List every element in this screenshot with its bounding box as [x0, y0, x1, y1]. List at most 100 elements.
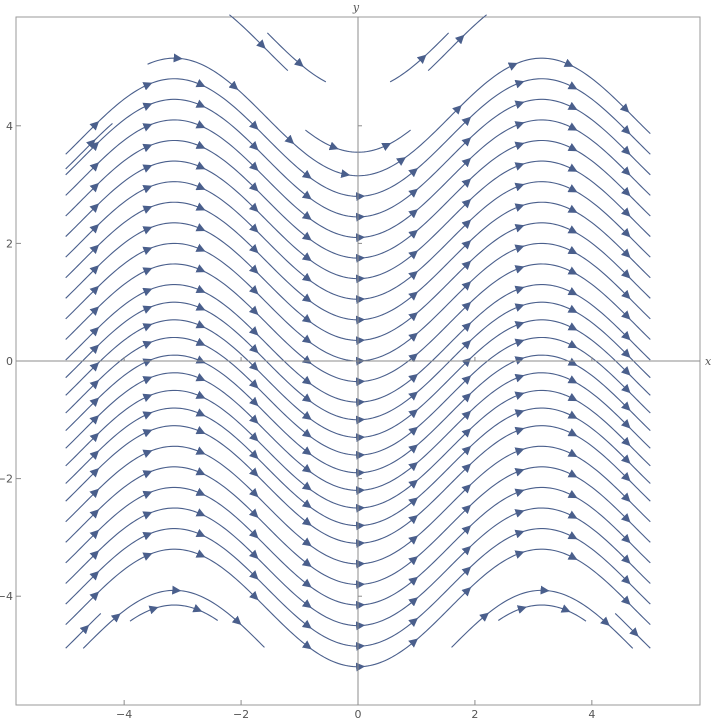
stream-arrow	[620, 533, 631, 544]
stream-arrow	[408, 597, 419, 607]
x-axis-label: x	[705, 355, 712, 368]
stream-arrow	[620, 227, 631, 238]
stream-arrow	[620, 513, 631, 523]
stream-arrow	[620, 554, 631, 564]
stream-arrow	[195, 487, 206, 496]
stream-arrow	[89, 450, 100, 460]
stream-arrow	[514, 426, 525, 436]
stream-arrow	[195, 408, 206, 417]
stream-arrow	[89, 570, 100, 581]
stream-arrow	[248, 361, 259, 371]
stream-arrow	[620, 145, 631, 156]
stream-arrow	[461, 525, 472, 535]
stream-arrow	[461, 281, 472, 291]
stream-arrow	[452, 105, 462, 115]
stream-arrow	[567, 469, 578, 478]
stream-arrow	[89, 509, 100, 519]
stream-arrow	[516, 605, 527, 614]
stream-arrow	[567, 142, 578, 152]
stream-arrow	[142, 429, 153, 438]
streamline	[389, 32, 450, 83]
stream-arrow	[563, 58, 574, 67]
x-tick-label: 2	[471, 708, 478, 721]
stream-arrow	[514, 141, 525, 151]
stream-arrow	[514, 303, 525, 312]
stream-arrow	[408, 617, 419, 628]
stream-arrow	[248, 549, 259, 560]
stream-arrow	[248, 467, 259, 477]
stream-arrow	[284, 134, 295, 145]
stream-arrow	[89, 415, 100, 425]
stream-arrow	[89, 244, 100, 255]
y-tick-label: −2	[0, 473, 13, 486]
stream-arrow	[89, 529, 100, 540]
stream-arrow	[89, 265, 100, 275]
stream-arrow	[514, 550, 525, 559]
stream-arrow	[89, 488, 100, 499]
stream-arrow	[408, 514, 419, 525]
y-tick-label: 0	[6, 355, 13, 368]
stream-arrow	[195, 223, 206, 232]
stream-arrow	[142, 143, 153, 153]
stream-arrow	[195, 337, 206, 346]
stream-arrow	[301, 393, 312, 403]
stream-arrow	[461, 178, 472, 188]
streamline	[614, 613, 651, 649]
stream-arrow	[507, 62, 518, 71]
stream-arrow	[142, 340, 153, 350]
streamline	[229, 14, 289, 72]
stream-arrow	[192, 604, 203, 613]
streamline	[147, 57, 651, 177]
stream-arrow	[248, 508, 259, 518]
stream-arrow	[110, 613, 121, 623]
stream-arrow	[408, 497, 419, 507]
streamline	[65, 613, 102, 649]
stream-arrow	[248, 343, 259, 354]
stream-arrow	[567, 184, 578, 193]
stream-arrow	[195, 508, 206, 517]
stream-arrow	[142, 226, 153, 235]
stream-arrow	[479, 612, 489, 622]
stream-arrow	[620, 330, 631, 341]
stream-arrow	[461, 410, 472, 421]
y-axis-label: y	[352, 1, 360, 14]
stream-arrow	[408, 270, 419, 281]
stream-arrow	[142, 490, 153, 500]
stream-arrow	[293, 57, 304, 67]
stream-arrow	[620, 348, 631, 359]
stream-arrow	[248, 284, 259, 295]
x-tick-label: 0	[355, 708, 362, 721]
stream-arrow	[461, 392, 472, 403]
stream-arrow	[620, 125, 631, 135]
stream-arrow	[89, 397, 100, 407]
stream-arrow	[567, 204, 578, 213]
stream-arrow	[195, 284, 206, 293]
stream-arrow	[620, 248, 631, 259]
stream-arrow	[620, 310, 631, 320]
stream-arrow	[142, 552, 153, 561]
stream-arrow	[567, 357, 578, 366]
stream-arrow	[461, 484, 472, 494]
x-tick-label: −4	[116, 708, 132, 721]
stream-arrow	[396, 157, 406, 166]
stream-arrow	[301, 272, 312, 282]
stream-arrow	[461, 116, 472, 127]
stream-arrow	[514, 265, 525, 274]
stream-arrow	[79, 624, 90, 635]
stream-arrow	[408, 556, 419, 566]
stream-arrow	[567, 489, 578, 499]
stream-arrow	[142, 511, 153, 520]
stream-arrow	[142, 123, 153, 132]
stream-arrow	[560, 604, 571, 613]
stream-arrow	[248, 305, 259, 316]
stream-arrow	[514, 468, 525, 477]
stream-arrow	[567, 101, 578, 111]
stream-arrow	[408, 391, 419, 401]
stream-arrow	[248, 182, 259, 192]
stream-arrow	[301, 190, 312, 200]
stream-arrow	[461, 545, 472, 556]
stream-arrow	[142, 393, 153, 403]
stream-arrow	[89, 224, 100, 234]
stream-arrow	[620, 454, 631, 464]
stream-arrow	[301, 481, 312, 491]
